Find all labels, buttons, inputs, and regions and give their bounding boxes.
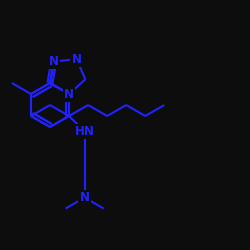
Text: N: N	[49, 55, 59, 68]
Text: N: N	[80, 191, 90, 204]
Text: N: N	[72, 53, 82, 66]
Text: N: N	[64, 88, 74, 101]
Text: HN: HN	[75, 125, 94, 138]
